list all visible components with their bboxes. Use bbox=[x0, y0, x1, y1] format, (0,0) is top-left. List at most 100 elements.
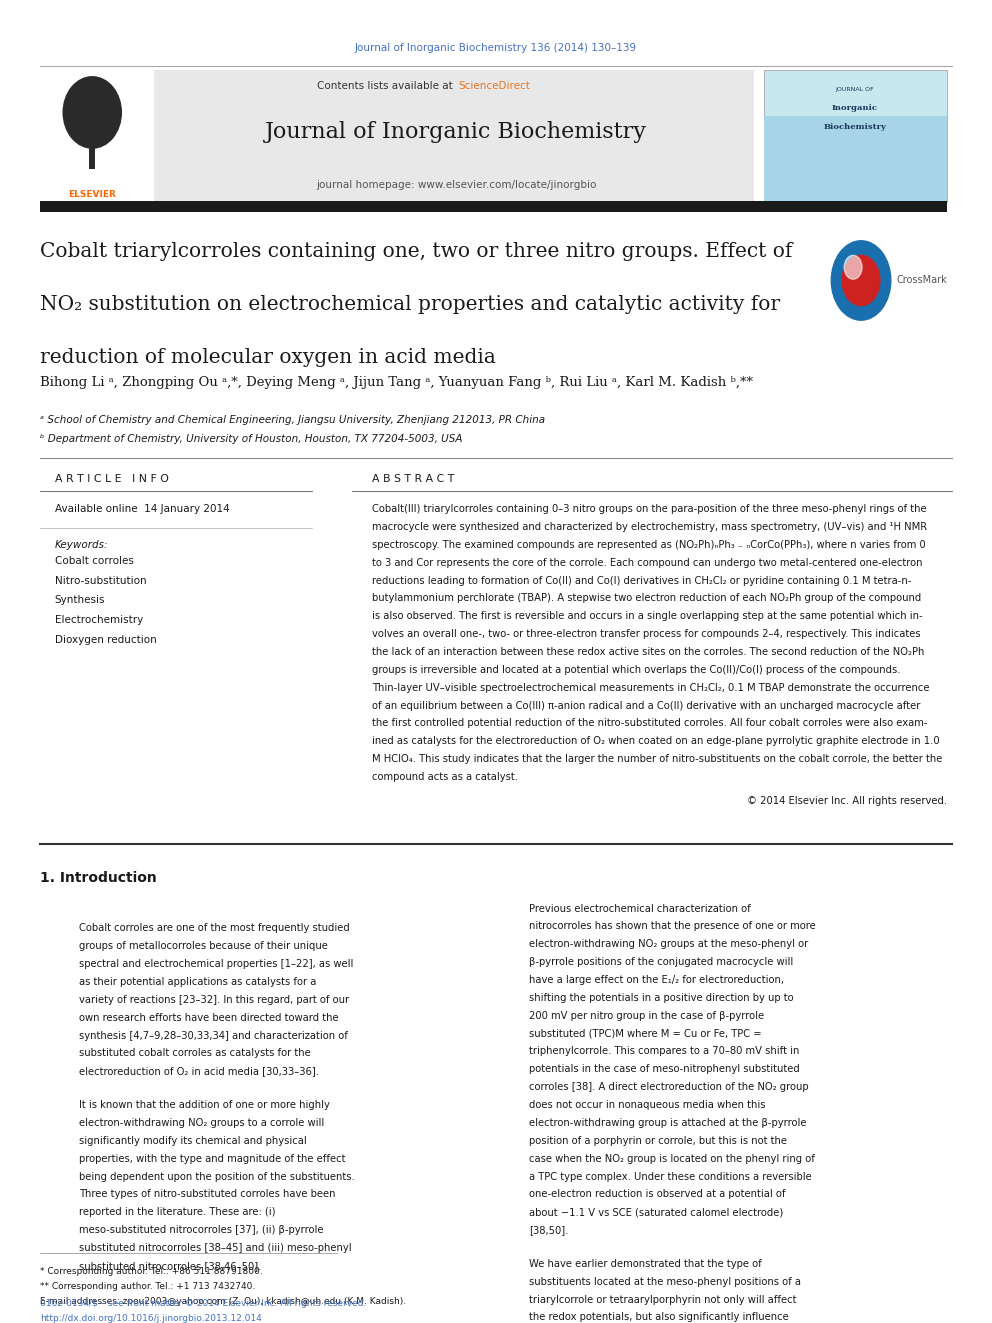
Text: being dependent upon the position of the substituents.: being dependent upon the position of the… bbox=[79, 1172, 355, 1181]
Text: nitrocorroles has shown that the presence of one or more: nitrocorroles has shown that the presenc… bbox=[529, 921, 815, 931]
Text: Three types of nitro-substituted corroles have been: Three types of nitro-substituted corrole… bbox=[79, 1189, 336, 1200]
Text: reported in the literature. These are: (i): reported in the literature. These are: (… bbox=[79, 1208, 276, 1217]
Text: Thin-layer UV–visible spectroelectrochemical measurements in CH₂Cl₂, 0.1 M TBAP : Thin-layer UV–visible spectroelectrochem… bbox=[372, 683, 930, 693]
Text: * Corresponding author. Tel.: +86 511 88791800.: * Corresponding author. Tel.: +86 511 88… bbox=[40, 1267, 262, 1277]
Text: NO₂ substitution on electrochemical properties and catalytic activity for: NO₂ substitution on electrochemical prop… bbox=[40, 295, 780, 314]
Text: ELSEVIER: ELSEVIER bbox=[68, 191, 116, 198]
Text: compound acts as a catalyst.: compound acts as a catalyst. bbox=[372, 773, 518, 782]
Text: shifting the potentials in a positive direction by up to: shifting the potentials in a positive di… bbox=[529, 992, 794, 1003]
Text: Biochemistry: Biochemistry bbox=[823, 123, 887, 131]
Text: Previous electrochemical characterization of: Previous electrochemical characterizatio… bbox=[529, 904, 751, 914]
Text: ᵃ School of Chemistry and Chemical Engineering, Jiangsu University, Zhenjiang 21: ᵃ School of Chemistry and Chemical Engin… bbox=[40, 415, 545, 426]
Text: about −1.1 V vs SCE (saturated calomel electrode): about −1.1 V vs SCE (saturated calomel e… bbox=[529, 1208, 783, 1217]
Text: Journal of Inorganic Biochemistry: Journal of Inorganic Biochemistry bbox=[265, 122, 648, 143]
Circle shape bbox=[831, 241, 891, 320]
Text: potentials in the case of meso-nitrophenyl substituted: potentials in the case of meso-nitrophen… bbox=[529, 1064, 800, 1074]
Text: groups is irreversible and located at a potential which overlaps the Co(II)/Co(I: groups is irreversible and located at a … bbox=[372, 664, 901, 675]
Text: butylammonium perchlorate (TBAP). A stepwise two electron reduction of each NO₂P: butylammonium perchlorate (TBAP). A step… bbox=[372, 593, 922, 603]
Text: Dioxygen reduction: Dioxygen reduction bbox=[55, 635, 157, 646]
Text: significantly modify its chemical and physical: significantly modify its chemical and ph… bbox=[79, 1136, 308, 1146]
Text: 0162-0134/$ – see front matter © 2014 Elsevier Inc. All rights reserved.: 0162-0134/$ – see front matter © 2014 El… bbox=[40, 1299, 366, 1308]
Text: reduction of molecular oxygen in acid media: reduction of molecular oxygen in acid me… bbox=[40, 348, 496, 366]
Text: triphenylcorrole. This compares to a 70–80 mV shift in: triphenylcorrole. This compares to a 70–… bbox=[529, 1046, 800, 1057]
Text: variety of reactions [23–32]. In this regard, part of our: variety of reactions [23–32]. In this re… bbox=[79, 995, 349, 1005]
Text: ** Corresponding author. Tel.: +1 713 7432740.: ** Corresponding author. Tel.: +1 713 74… bbox=[40, 1282, 255, 1291]
Text: spectroscopy. The examined compounds are represented as (NO₂Ph)ₙPh₃ ₋ ₙCorCo(PPh: spectroscopy. The examined compounds are… bbox=[372, 540, 926, 550]
Text: properties, with the type and magnitude of the effect: properties, with the type and magnitude … bbox=[79, 1154, 346, 1164]
Text: Keywords:: Keywords: bbox=[55, 540, 108, 550]
Text: meso-substituted nitrocorroles [37], (ii) β-pyrrole: meso-substituted nitrocorroles [37], (ii… bbox=[79, 1225, 323, 1236]
Text: volves an overall one-, two- or three-electron transfer process for compounds 2–: volves an overall one-, two- or three-el… bbox=[372, 630, 921, 639]
Text: the redox potentials, but also significantly influence: the redox potentials, but also significa… bbox=[529, 1312, 789, 1323]
Bar bbox=[764, 116, 947, 202]
Text: own research efforts have been directed toward the: own research efforts have been directed … bbox=[79, 1013, 339, 1023]
Text: It is known that the addition of one or more highly: It is known that the addition of one or … bbox=[79, 1101, 330, 1110]
Text: Nitro-substitution: Nitro-substitution bbox=[55, 576, 146, 586]
Text: © 2014 Elsevier Inc. All rights reserved.: © 2014 Elsevier Inc. All rights reserved… bbox=[747, 796, 947, 807]
Text: case when the NO₂ group is located on the phenyl ring of: case when the NO₂ group is located on th… bbox=[529, 1154, 814, 1164]
Text: the lack of an interaction between these redox active sites on the corroles. The: the lack of an interaction between these… bbox=[372, 647, 925, 658]
Text: We have earlier demonstrated that the type of: We have earlier demonstrated that the ty… bbox=[529, 1259, 762, 1269]
Text: of an equilibrium between a Co(III) π-anion radical and a Co(II) derivative with: of an equilibrium between a Co(III) π-an… bbox=[372, 701, 921, 710]
Text: one-electron reduction is observed at a potential of: one-electron reduction is observed at a … bbox=[529, 1189, 786, 1200]
Text: the first controlled potential reduction of the nitro-substituted corroles. All : the first controlled potential reduction… bbox=[372, 718, 928, 729]
Text: substituted nitrocorroles [38–45] and (iii) meso-phenyl: substituted nitrocorroles [38–45] and (i… bbox=[79, 1244, 352, 1253]
Text: a TPC type complex. Under these conditions a reversible: a TPC type complex. Under these conditio… bbox=[529, 1172, 811, 1181]
Text: Contents lists available at: Contents lists available at bbox=[317, 81, 456, 91]
Text: Bihong Li ᵃ, Zhongping Ou ᵃ,*, Deying Meng ᵃ, Jijun Tang ᵃ, Yuanyuan Fang ᵇ, Rui: Bihong Li ᵃ, Zhongping Ou ᵃ,*, Deying Me… bbox=[40, 376, 753, 389]
Circle shape bbox=[842, 255, 880, 306]
Text: triarylcorrole or tetraarylporphyrin not only will affect: triarylcorrole or tetraarylporphyrin not… bbox=[529, 1294, 797, 1304]
Text: journal homepage: www.elsevier.com/locate/jinorgbio: journal homepage: www.elsevier.com/locat… bbox=[316, 180, 596, 191]
Text: Cobalt triarylcorroles containing one, two or three nitro groups. Effect of: Cobalt triarylcorroles containing one, t… bbox=[40, 242, 792, 261]
Text: [38,50].: [38,50]. bbox=[529, 1225, 568, 1236]
Text: substituents located at the meso-phenyl positions of a: substituents located at the meso-phenyl … bbox=[529, 1277, 801, 1287]
Text: as their potential applications as catalysts for a: as their potential applications as catal… bbox=[79, 976, 316, 987]
Text: macrocycle were synthesized and characterized by electrochemistry, mass spectrom: macrocycle were synthesized and characte… bbox=[372, 523, 928, 532]
Text: Cobalt corroles: Cobalt corroles bbox=[55, 556, 134, 566]
Text: ined as catalysts for the electroreduction of O₂ when coated on an edge-plane py: ined as catalysts for the electroreducti… bbox=[372, 736, 939, 746]
Text: does not occur in nonaqueous media when this: does not occur in nonaqueous media when … bbox=[529, 1101, 765, 1110]
Text: JOURNAL OF: JOURNAL OF bbox=[835, 87, 875, 93]
Text: http://dx.doi.org/10.1016/j.jinorgbio.2013.12.014: http://dx.doi.org/10.1016/j.jinorgbio.20… bbox=[40, 1314, 262, 1323]
Text: electron-withdrawing NO₂ groups to a corrole will: electron-withdrawing NO₂ groups to a cor… bbox=[79, 1118, 324, 1129]
Text: is also observed. The first is reversible and occurs in a single overlapping ste: is also observed. The first is reversibl… bbox=[372, 611, 923, 622]
Text: groups of metallocorroles because of their unique: groups of metallocorroles because of the… bbox=[79, 942, 328, 951]
Text: β-pyrrole positions of the conjugated macrocycle will: β-pyrrole positions of the conjugated ma… bbox=[529, 958, 793, 967]
Text: substituted cobalt corroles as catalysts for the: substituted cobalt corroles as catalysts… bbox=[79, 1049, 311, 1058]
Text: ᵇ Department of Chemistry, University of Houston, Houston, TX 77204-5003, USA: ᵇ Department of Chemistry, University of… bbox=[40, 434, 462, 445]
Text: Cobalt corroles are one of the most frequently studied: Cobalt corroles are one of the most freq… bbox=[79, 923, 350, 934]
Bar bbox=[40, 201, 947, 212]
Text: ScienceDirect: ScienceDirect bbox=[458, 81, 530, 91]
Text: 1. Introduction: 1. Introduction bbox=[40, 871, 157, 885]
Text: have a large effect on the E₁/₂ for electroreduction,: have a large effect on the E₁/₂ for elec… bbox=[529, 975, 784, 986]
Text: 200 mV per nitro group in the case of β-pyrrole: 200 mV per nitro group in the case of β-… bbox=[529, 1011, 764, 1021]
Text: corroles [38]. A direct electroreduction of the NO₂ group: corroles [38]. A direct electroreduction… bbox=[529, 1082, 808, 1093]
Text: Synthesis: Synthesis bbox=[55, 595, 105, 606]
Circle shape bbox=[844, 255, 862, 279]
Bar bbox=[154, 70, 754, 202]
Bar bbox=[764, 70, 947, 202]
Text: substituted (TPC)M where M = Cu or Fe, TPC =: substituted (TPC)M where M = Cu or Fe, T… bbox=[529, 1029, 762, 1039]
Text: Inorganic: Inorganic bbox=[832, 105, 878, 112]
Text: electron-withdrawing group is attached at the β-pyrrole: electron-withdrawing group is attached a… bbox=[529, 1118, 806, 1129]
Text: A R T I C L E   I N F O: A R T I C L E I N F O bbox=[55, 474, 169, 484]
Text: Journal of Inorganic Biochemistry 136 (2014) 130–139: Journal of Inorganic Biochemistry 136 (2… bbox=[355, 42, 637, 53]
Text: A B S T R A C T: A B S T R A C T bbox=[372, 474, 454, 484]
Bar bbox=[40, 70, 154, 202]
Text: substituted nitrocorroles [38,46–50].: substituted nitrocorroles [38,46–50]. bbox=[79, 1261, 262, 1271]
Text: spectral and electrochemical properties [1–22], as well: spectral and electrochemical properties … bbox=[79, 959, 354, 970]
Ellipse shape bbox=[62, 75, 122, 148]
Text: CrossMark: CrossMark bbox=[897, 275, 947, 286]
Text: to 3 and Cor represents the core of the corrole. Each compound can undergo two m: to 3 and Cor represents the core of the … bbox=[372, 558, 923, 568]
Text: position of a porphyrin or corrole, but this is not the: position of a porphyrin or corrole, but … bbox=[529, 1135, 787, 1146]
Text: E-mail addresses: zpou2003@yahoo.com (Z. Ou), kkadish@uh.edu (K.M. Kadish).: E-mail addresses: zpou2003@yahoo.com (Z.… bbox=[40, 1297, 406, 1306]
Bar bbox=[89, 136, 95, 169]
Text: electron-withdrawing NO₂ groups at the meso-phenyl or: electron-withdrawing NO₂ groups at the m… bbox=[529, 939, 808, 950]
Text: synthesis [4,7–9,28–30,33,34] and characterization of: synthesis [4,7–9,28–30,33,34] and charac… bbox=[79, 1031, 348, 1041]
Text: Available online  14 January 2014: Available online 14 January 2014 bbox=[55, 504, 229, 515]
Text: Cobalt(III) triarylcorroles containing 0–3 nitro groups on the para-position of : Cobalt(III) triarylcorroles containing 0… bbox=[372, 504, 927, 515]
Text: electroreduction of O₂ in acid media [30,33–36].: electroreduction of O₂ in acid media [30… bbox=[79, 1066, 319, 1077]
Text: Electrochemistry: Electrochemistry bbox=[55, 615, 143, 626]
Text: reductions leading to formation of Co(II) and Co(I) derivatives in CH₂Cl₂ or pyr: reductions leading to formation of Co(II… bbox=[372, 576, 912, 586]
Text: M HClO₄. This study indicates that the larger the number of nitro-substituents o: M HClO₄. This study indicates that the l… bbox=[372, 754, 942, 765]
